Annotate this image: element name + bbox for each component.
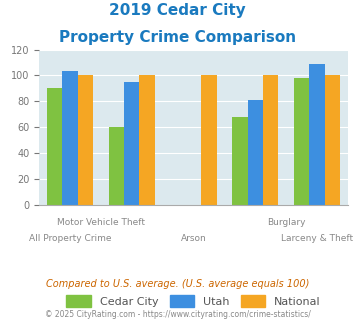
Text: Motor Vehicle Theft: Motor Vehicle Theft [57, 218, 145, 227]
Bar [232, 117, 247, 205]
Bar [201, 75, 217, 205]
Text: Compared to U.S. average. (U.S. average equals 100): Compared to U.S. average. (U.S. average … [46, 279, 309, 289]
Bar [309, 64, 325, 205]
Text: Burglary: Burglary [267, 218, 305, 227]
Bar [325, 75, 340, 205]
Bar [140, 75, 155, 205]
Text: © 2025 CityRating.com - https://www.cityrating.com/crime-statistics/: © 2025 CityRating.com - https://www.city… [45, 310, 310, 319]
Text: Property Crime Comparison: Property Crime Comparison [59, 30, 296, 45]
Bar [78, 75, 93, 205]
Text: All Property Crime: All Property Crime [29, 234, 111, 243]
Bar [294, 78, 309, 205]
Text: 2019 Cedar City: 2019 Cedar City [109, 3, 246, 18]
Bar [124, 82, 140, 205]
Text: Arson: Arson [181, 234, 206, 243]
Bar [263, 75, 278, 205]
Bar [109, 127, 124, 205]
Bar [247, 100, 263, 205]
Bar [47, 88, 62, 205]
Legend: Cedar City, Utah, National: Cedar City, Utah, National [62, 291, 325, 312]
Text: Larceny & Theft: Larceny & Theft [281, 234, 353, 243]
Bar [62, 72, 78, 205]
